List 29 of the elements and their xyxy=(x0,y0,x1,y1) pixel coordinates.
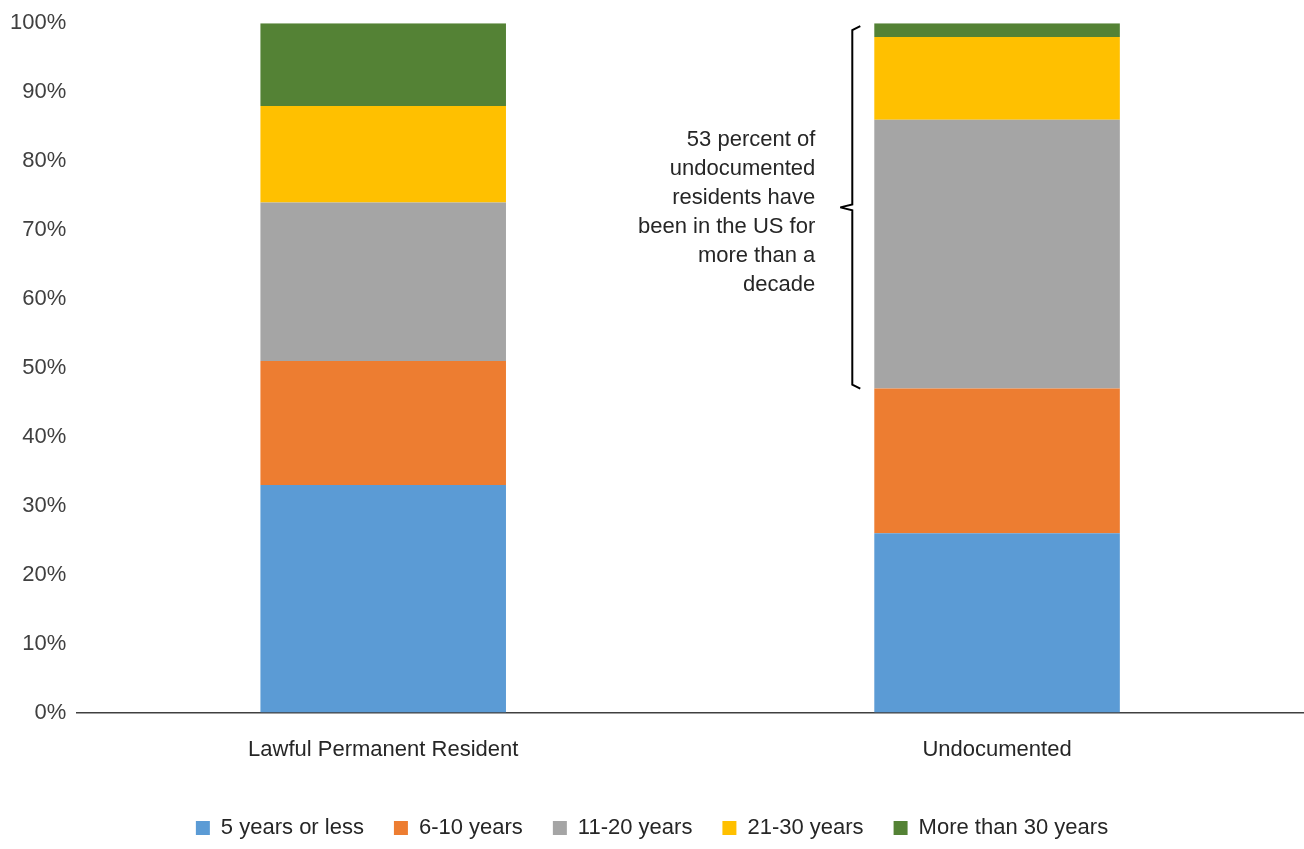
bar xyxy=(874,119,1120,389)
legend-label: More than 30 years xyxy=(918,814,1109,840)
bar xyxy=(260,105,506,203)
bar xyxy=(874,23,1120,37)
bar xyxy=(260,23,506,106)
bar xyxy=(260,485,506,713)
y-tick-label: 10% xyxy=(22,629,67,655)
y-tick-label: 30% xyxy=(22,491,67,517)
bar xyxy=(260,361,506,486)
bar xyxy=(874,388,1120,534)
y-tick-label: 0% xyxy=(34,698,67,724)
y-tick-label: 100% xyxy=(9,9,67,35)
legend-label: 6-10 years xyxy=(418,814,523,840)
legend-label: 5 years or less xyxy=(220,814,364,840)
x-tick-label: Undocumented xyxy=(922,735,1072,761)
y-tick-label: 80% xyxy=(22,147,67,173)
y-tick-label: 60% xyxy=(22,285,67,311)
y-tick-label: 70% xyxy=(22,216,67,242)
bar xyxy=(874,533,1120,713)
y-tick-label: 50% xyxy=(22,353,67,379)
y-tick-label: 90% xyxy=(22,78,67,104)
legend-label: 11-20 years xyxy=(577,814,693,840)
annotation: 53 percent of undocumented residents have been in the US for more than a decade xyxy=(636,125,816,299)
legend-label: 21-30 years xyxy=(747,814,864,840)
bar xyxy=(874,36,1120,120)
x-tick-label: Lawful Permanent Resident xyxy=(248,735,519,761)
y-tick-label: 40% xyxy=(22,422,67,448)
bar xyxy=(260,202,506,362)
y-tick-label: 20% xyxy=(22,560,67,586)
